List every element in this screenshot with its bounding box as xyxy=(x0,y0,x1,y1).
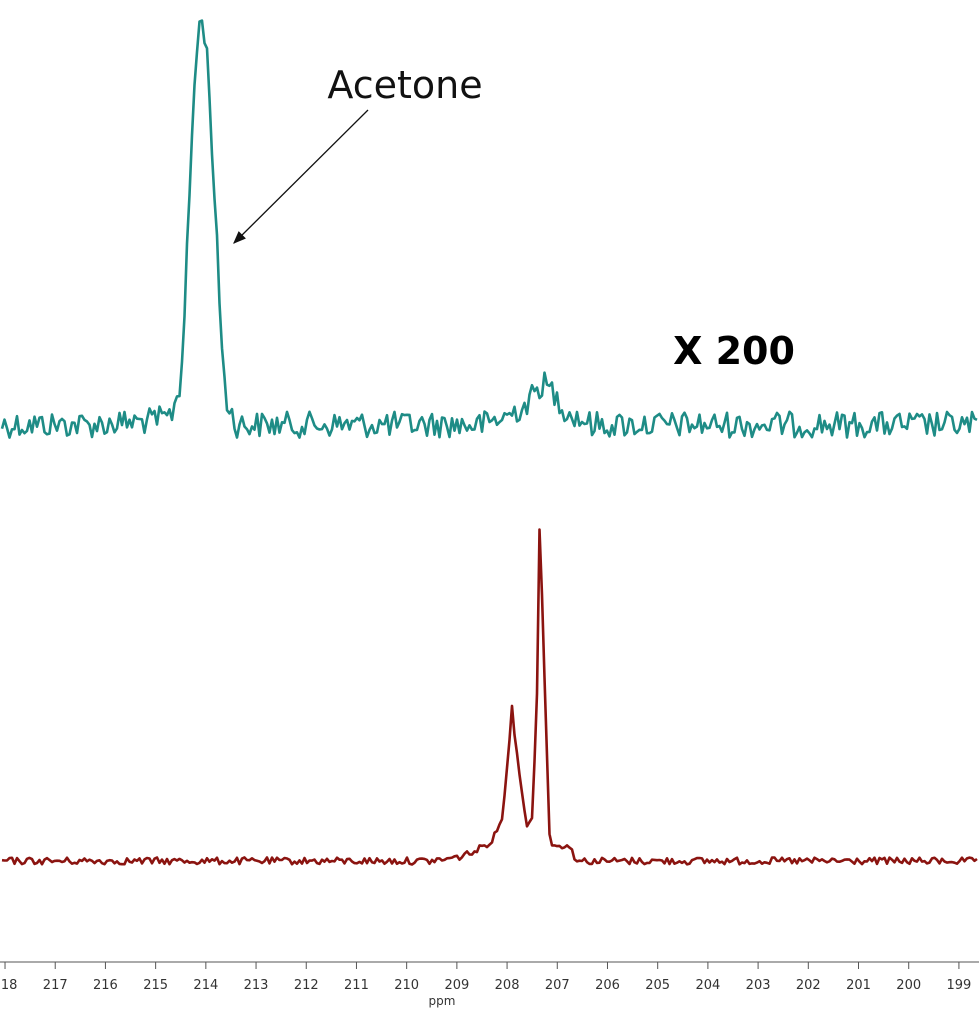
spectrum-series-group xyxy=(0,19,978,866)
x-tick-label: 209 xyxy=(444,978,469,993)
x-tick-label: 208 xyxy=(495,978,520,993)
series-line-top-trace xyxy=(0,19,978,439)
x-tick-label: 210 xyxy=(394,978,419,993)
x-tick-label: 201 xyxy=(846,978,871,993)
acetone-annotation-text: Acetone xyxy=(327,63,482,107)
x-tick-label: 206 xyxy=(595,978,620,993)
series-line-bottom-trace xyxy=(1,528,978,866)
x-tick-label: 218 xyxy=(0,978,17,993)
x-tick-label: 207 xyxy=(545,978,570,993)
x-tick-label: 205 xyxy=(645,978,670,993)
x-tick-label: 213 xyxy=(244,978,269,993)
x-tick-label: 203 xyxy=(746,978,771,993)
acetone-annotation: Acetone xyxy=(233,63,483,244)
x-tick-label: 211 xyxy=(344,978,369,993)
x-tick-label: 217 xyxy=(43,978,68,993)
scale-factor-annotation: X 200 xyxy=(673,329,795,373)
x-tick-label: 212 xyxy=(294,978,319,993)
x-axis: 218 217 216 215 214 213 212 211 210 209 208 207 206 2… xyxy=(0,961,979,993)
x-tick-label: 202 xyxy=(796,978,821,993)
x-axis-label: ppm xyxy=(429,994,456,1008)
x-tick-label: 214 xyxy=(193,978,218,993)
x-tick-label: 215 xyxy=(143,978,168,993)
acetone-annotation-arrow xyxy=(233,109,369,244)
x-tick-label: 204 xyxy=(695,978,720,993)
x-tick-label: 216 xyxy=(93,978,118,993)
x-tick-label: 199 xyxy=(947,978,972,993)
x-tick-label: 200 xyxy=(896,978,921,993)
